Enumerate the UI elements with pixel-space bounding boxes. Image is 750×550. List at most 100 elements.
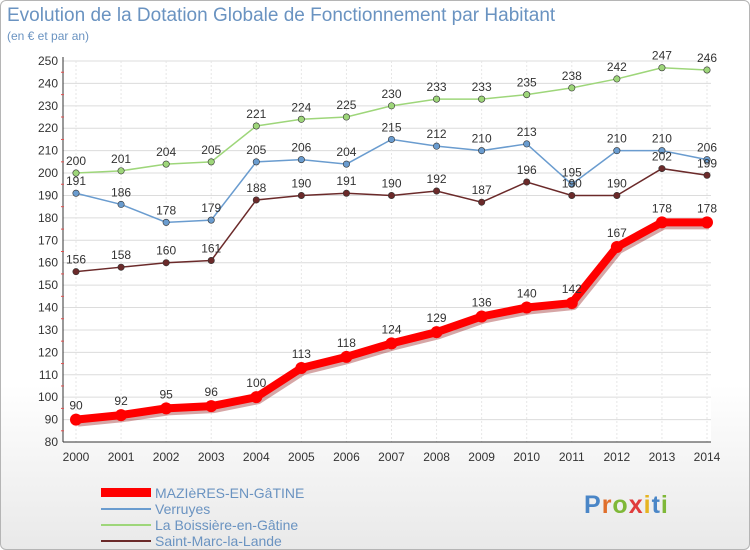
data-point (162, 259, 170, 267)
data-label: 160 (156, 244, 176, 258)
data-label: 186 (111, 185, 131, 199)
logo-letter: r (601, 491, 613, 519)
x-tick-label: 2011 (559, 450, 585, 464)
data-point (160, 402, 173, 415)
data-point (250, 391, 263, 404)
data-point (568, 191, 576, 199)
data-point (207, 256, 215, 264)
data-label: 118 (337, 336, 356, 350)
y-tick-label: 240 (38, 76, 58, 90)
data-point (342, 160, 350, 168)
data-point (433, 187, 441, 195)
plot-area (63, 61, 711, 442)
x-tick-label: 2014 (694, 450, 721, 464)
data-point (207, 216, 215, 224)
logo-letter: P (584, 491, 602, 519)
y-tick-label: 110 (39, 368, 58, 382)
data-labels: 191 186 178 179 205 206 204 215 212 210 213 195 210 2… (66, 49, 717, 413)
data-point (433, 142, 441, 150)
data-label: 246 (697, 51, 717, 65)
data-label: 190 (291, 176, 311, 190)
data-point (72, 189, 80, 197)
data-label: 199 (697, 156, 717, 170)
data-label: 242 (607, 60, 627, 74)
data-label: 129 (427, 311, 447, 325)
data-point (475, 310, 488, 323)
data-point (387, 135, 395, 143)
data-point (162, 218, 170, 226)
data-point (478, 198, 486, 206)
data-label: 113 (292, 347, 311, 361)
data-label: 235 (517, 76, 537, 90)
x-tick-label: 2003 (198, 450, 225, 464)
data-label: 210 (472, 132, 492, 146)
data-label: 92 (114, 394, 128, 408)
data-label: 230 (381, 87, 401, 101)
data-point (297, 115, 305, 123)
y-tick-label: 140 (38, 301, 58, 315)
data-point (610, 241, 623, 254)
y-tick-label: 80 (45, 435, 59, 449)
data-point (701, 216, 713, 229)
data-label: 195 (562, 165, 582, 179)
data-point (703, 156, 711, 164)
legend-swatch-mazieres (101, 488, 151, 497)
data-label: 233 (427, 80, 447, 94)
data-point (117, 200, 125, 208)
data-point (613, 75, 621, 83)
x-tick-label: 2010 (513, 450, 540, 464)
logo-letter: i (660, 491, 669, 519)
chart-subtitle: (en € et par an) (7, 29, 90, 43)
y-tick-label: 200 (38, 166, 58, 180)
data-label: 142 (562, 282, 582, 296)
data-point (252, 158, 260, 166)
data-point (478, 95, 486, 103)
chart-title: Evolution de la Dotation Globale de Fonc… (7, 5, 556, 26)
legend-label: Verruyes (155, 501, 211, 517)
data-label: 206 (697, 141, 717, 155)
x-tick-label: 2006 (333, 450, 360, 464)
legend-swatch-saint-marc (101, 540, 151, 542)
chart-grid (63, 60, 711, 443)
data-label: 124 (381, 322, 401, 336)
data-point (613, 191, 621, 199)
data-label: 204 (336, 145, 356, 159)
data-label: 205 (246, 143, 266, 157)
data-point (297, 191, 305, 199)
x-tick-label: 2008 (423, 450, 450, 464)
data-label: 90 (69, 399, 83, 413)
x-tick-label: 2012 (604, 450, 631, 464)
data-label: 191 (66, 174, 86, 188)
data-point (568, 84, 576, 92)
data-point (655, 216, 668, 229)
chart-series (70, 64, 713, 427)
data-point (703, 171, 711, 179)
data-point (252, 196, 260, 204)
data-point (340, 350, 353, 363)
data-point (342, 189, 350, 197)
y-tick-label: 220 (38, 121, 58, 135)
data-point (297, 156, 305, 164)
data-point (565, 297, 578, 310)
data-point (385, 337, 398, 350)
data-label: 200 (66, 154, 86, 168)
data-label: 238 (562, 69, 582, 83)
data-point (658, 64, 666, 72)
data-label: 178 (652, 201, 672, 215)
data-label: 210 (607, 132, 627, 146)
x-tick-label: 2002 (153, 450, 180, 464)
data-label: 224 (291, 100, 311, 114)
y-tick-label: 190 (38, 188, 58, 202)
data-label: 156 (66, 253, 86, 267)
data-label: 196 (517, 163, 537, 177)
data-point (207, 158, 215, 166)
data-point (658, 165, 666, 173)
data-point (523, 91, 531, 99)
logo-letter: o (612, 491, 629, 519)
data-label: 233 (472, 80, 492, 94)
data-label: 188 (246, 181, 266, 195)
data-label: 167 (607, 226, 627, 240)
data-label: 212 (427, 127, 447, 141)
data-point (523, 178, 531, 186)
